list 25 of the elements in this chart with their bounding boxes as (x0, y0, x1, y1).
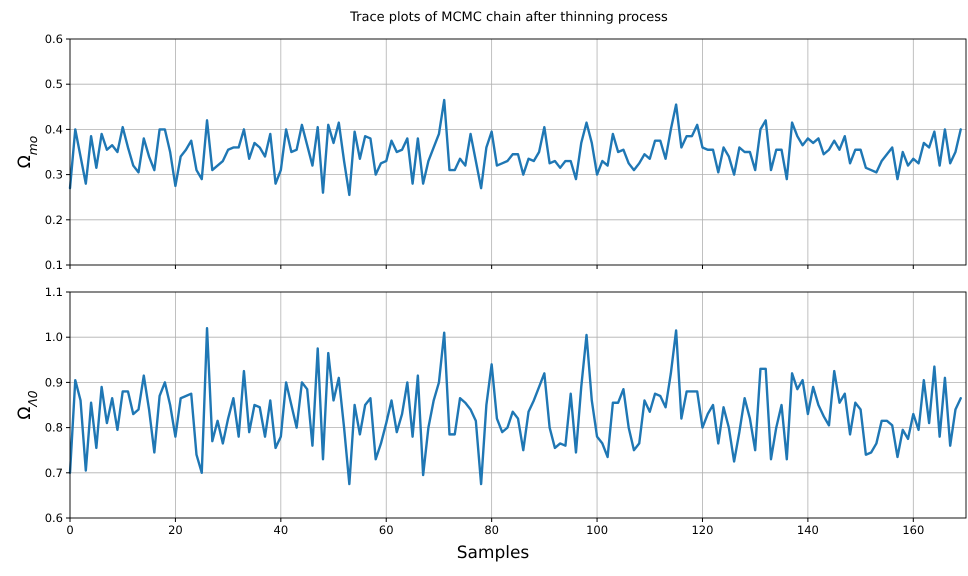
x-tick-label: 160 (902, 523, 924, 537)
y-tick-label: 0.6 (44, 32, 63, 46)
y-tick-label: 0.9 (44, 375, 63, 390)
x-tick-label: 80 (484, 523, 499, 537)
x-tick-label: 100 (586, 523, 608, 537)
x-tick-label: 0 (66, 523, 74, 537)
y-tick-label: 0.5 (44, 77, 63, 92)
y-tick-label: 0.6 (44, 511, 63, 525)
x-tick-label: 120 (691, 523, 714, 537)
chart-title: Trace plots of MCMC chain after thinning process (349, 10, 668, 25)
x-axis-title: Samples (456, 543, 530, 563)
line-series (68, 326, 962, 486)
x-tick-label: 60 (378, 523, 394, 537)
y-tick-label: 0.1 (44, 258, 63, 272)
y-tick-label: 1.0 (44, 330, 63, 344)
x-tick-label: 140 (796, 523, 819, 537)
line-series (68, 98, 962, 196)
x-tick-label: 40 (274, 523, 288, 537)
y-tick-label: 0.3 (44, 168, 63, 182)
x-tick-label: 20 (168, 523, 183, 537)
y-tick-label: 0.2 (44, 212, 63, 227)
y-tick-label: 0.7 (44, 466, 63, 480)
y-tick-label: 0.8 (44, 420, 63, 435)
y-tick-label: 1.1 (44, 285, 63, 299)
y-tick-label: 0.4 (44, 122, 63, 136)
